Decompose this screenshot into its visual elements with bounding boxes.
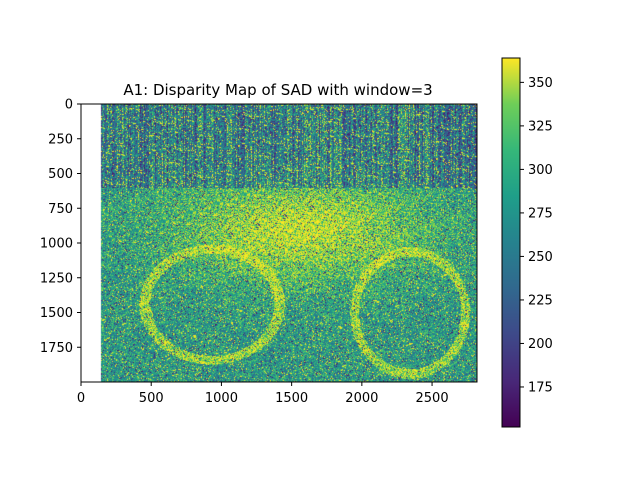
- colorbar-tick-label: 275: [528, 206, 553, 221]
- x-axis: 0 500 1000 1500 2000 2500: [77, 382, 449, 406]
- x-tick-label: 2500: [416, 391, 449, 406]
- colorbar: 175 200 225 250 275 300 325 350: [501, 57, 553, 428]
- colorbar-tick-label: 250: [528, 250, 553, 265]
- colorbar-axis: 175 200 225 250 275 300 325 350: [520, 76, 553, 395]
- heatmap-image-container: [81, 104, 477, 382]
- x-tick-label: 500: [139, 391, 164, 406]
- y-tick-label: 1500: [40, 306, 73, 321]
- y-tick-label: 250: [48, 132, 73, 147]
- x-tick-label: 2000: [345, 391, 378, 406]
- y-tick-label: 0: [65, 98, 73, 113]
- colorbar-tick-label: 225: [528, 293, 553, 308]
- y-tick-label: 1250: [40, 271, 73, 286]
- x-tick-label: 0: [77, 391, 85, 406]
- chart-title: A1: Disparity Map of SAD with window=3: [123, 81, 432, 99]
- colorbar-tick-label: 175: [528, 380, 553, 395]
- y-tick-label: 500: [48, 167, 73, 182]
- y-tick-label: 1000: [40, 237, 73, 252]
- heatmap-plot-area: [80, 103, 478, 383]
- y-tick-label: 750: [48, 202, 73, 217]
- colorbar-tick-label: 325: [528, 119, 553, 134]
- y-axis: 0 250 500 750 1000 1250 1500 1750: [40, 98, 81, 356]
- x-tick-label: 1000: [205, 391, 238, 406]
- colorbar-tick-label: 300: [528, 163, 553, 178]
- colorbar-tick-label: 200: [528, 337, 553, 352]
- colorbar-gradient: [501, 57, 521, 428]
- y-tick-label: 1750: [40, 341, 73, 356]
- colorbar-tick-label: 350: [528, 76, 553, 91]
- x-tick-label: 1500: [275, 391, 308, 406]
- disparity-heatmap: [81, 104, 477, 382]
